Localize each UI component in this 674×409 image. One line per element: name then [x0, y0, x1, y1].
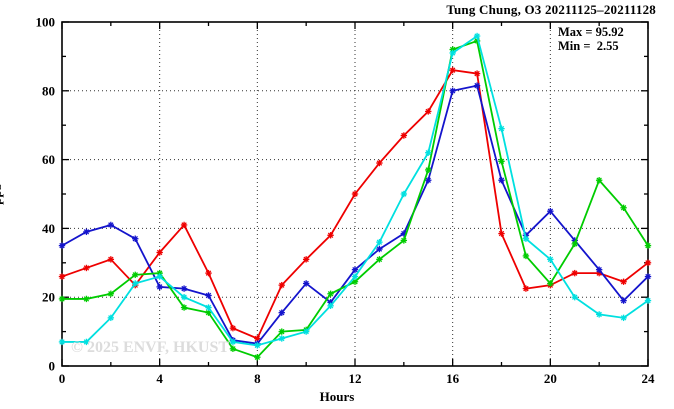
series-cyan-markers: [58, 32, 652, 349]
x-tick-label: 24: [642, 371, 656, 386]
y-tick-label: 20: [42, 290, 55, 305]
y-tick-label: 40: [42, 221, 55, 236]
x-tick-label: 12: [349, 371, 362, 386]
x-tick-label: 20: [544, 371, 557, 386]
y-axis-label: ppb: [0, 183, 4, 205]
y-tick-label: 60: [42, 152, 55, 167]
x-tick-label: 0: [59, 371, 66, 386]
watermark: © 2025 ENVF, HKUST: [71, 339, 230, 356]
x-tick-label: 16: [446, 371, 460, 386]
stat-min: Min = 2.55: [558, 39, 619, 53]
stat-max: Max = 95.92: [558, 25, 624, 39]
x-tick-label: 8: [254, 371, 261, 386]
x-axis-label: Hours: [319, 389, 355, 404]
y-tick-label: 80: [42, 83, 55, 98]
y-tick-label: 0: [49, 359, 56, 374]
x-tick-label: 4: [156, 371, 163, 386]
series-red-markers: [58, 66, 652, 342]
stats-block: Max = 95.92 Min = 2.55: [558, 25, 624, 53]
y-tick-label: 100: [36, 15, 56, 30]
chart-title: Tung Chung, O3 20211125–20211128: [446, 2, 656, 17]
series-green-line: [62, 39, 649, 359]
series-blue-markers: [58, 82, 652, 347]
plot-frame: [61, 21, 649, 367]
